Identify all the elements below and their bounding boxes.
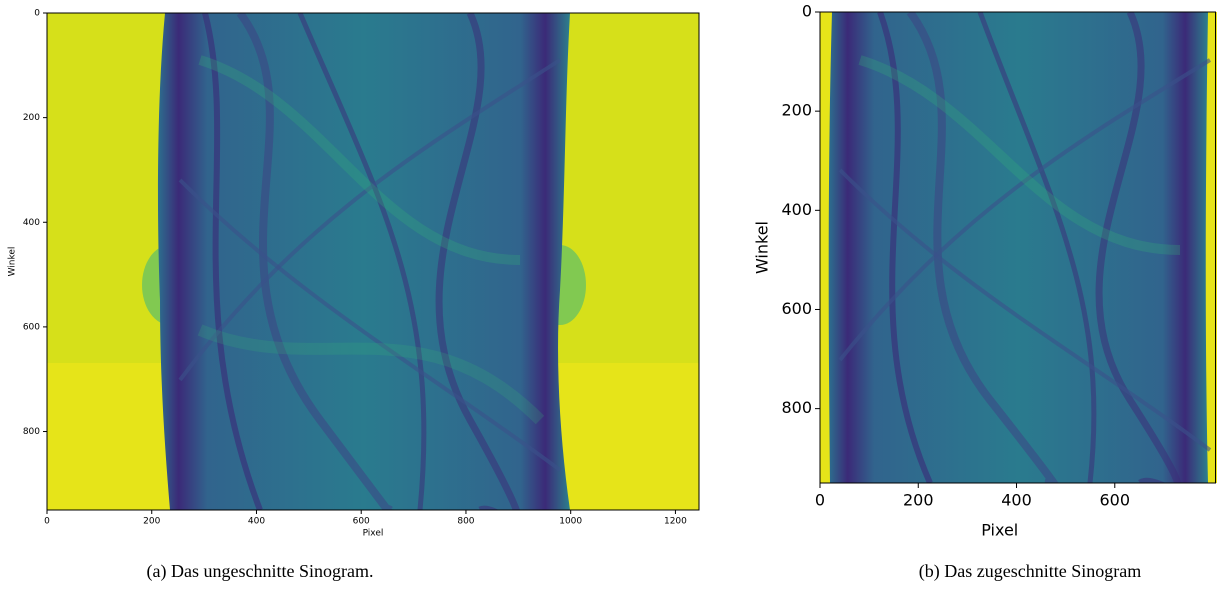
x-tick-label: 1200	[664, 517, 687, 527]
axes-frame	[46, 12, 700, 511]
sinogram-image-b	[820, 12, 1217, 483]
x-tick-label: 200	[903, 490, 934, 509]
y-axis-label: Winkel	[8, 247, 18, 277]
y-tick-label: 0	[802, 2, 812, 21]
x-tick-label: 0	[815, 490, 825, 509]
x-tick-label: 400	[1001, 490, 1032, 509]
x-tick-label: 600	[353, 517, 370, 527]
x-tick-label: 800	[457, 517, 474, 527]
x-tick-label: 600	[1100, 490, 1131, 509]
x-tick-label: 400	[248, 517, 265, 527]
y-tick-label: 0	[34, 9, 40, 19]
y-axis-label: Winkel	[753, 221, 772, 274]
y-tick-label: 200	[781, 101, 812, 120]
y-tick-label: 800	[781, 398, 812, 417]
y-tick-label: 600	[781, 299, 812, 318]
y-tick-label: 400	[23, 218, 40, 228]
axes-frame	[819, 11, 1216, 484]
x-tick-label: 200	[143, 517, 160, 527]
caption: (a) Das ungeschnitte Sinogram.	[147, 561, 374, 582]
y-tick-label: 800	[23, 427, 40, 437]
y-tick-label: 400	[781, 200, 812, 219]
x-axis-label: Pixel	[363, 529, 384, 539]
x-tick-label: 0	[44, 517, 50, 527]
caption: (b) Das zugeschnitte Sinogram	[919, 561, 1141, 582]
x-tick-label: 1000	[559, 517, 582, 527]
y-tick-label: 600	[23, 322, 40, 332]
y-tick-label: 200	[23, 113, 40, 123]
sinogram-image-a	[47, 13, 699, 510]
x-axis-label: Pixel	[981, 521, 1018, 540]
